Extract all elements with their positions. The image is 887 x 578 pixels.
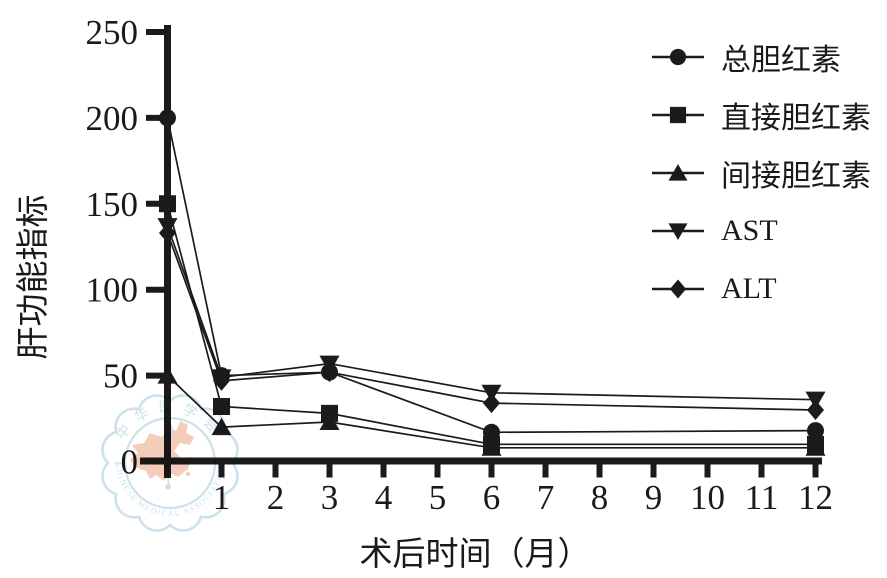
x-tick-label: 12 — [798, 478, 833, 517]
x-tick-label: 1 — [213, 478, 231, 517]
legend-item-indirect-bilirubin: 间接胆红素 — [650, 144, 871, 202]
legend-square-icon — [652, 106, 704, 124]
legend-label: AST — [721, 214, 778, 247]
x-tick-label: 2 — [267, 478, 285, 517]
x-tick-label: 11 — [745, 478, 779, 517]
legend-circle-icon — [652, 48, 704, 66]
svg-text:✳: ✳ — [113, 459, 121, 469]
chart-legend: 总胆红素直接胆红素间接胆红素 AST ALT — [650, 28, 871, 318]
x-tick-label: 7 — [537, 478, 555, 517]
legend-triangle-down-icon — [652, 223, 704, 241]
x-axis-title: 术后时间（月） — [359, 537, 591, 573]
x-tick-label: 3 — [321, 478, 339, 517]
legend-item-total-bilirubin: 总胆红素 — [650, 28, 871, 86]
legend-label: 总胆红素 — [721, 44, 841, 77]
series-alt — [159, 223, 824, 420]
y-tick-label: 100 — [86, 271, 139, 310]
legend-item-direct-bilirubin: 直接胆红素 — [650, 86, 871, 144]
x-tick-label: 9 — [645, 478, 663, 517]
y-tick-label: 250 — [86, 13, 139, 52]
x-axis-ticks: 1 2 3 4 5 6 7 8 9 10 11 12 — [213, 461, 833, 517]
x-tick-label: 4 — [375, 478, 393, 517]
legend-item-alt: ALT — [650, 260, 871, 318]
china-map-watermark — [130, 421, 194, 481]
y-tick-label: 150 — [86, 185, 139, 224]
legend-label: 间接胆红素 — [721, 160, 871, 193]
y-tick-label: 200 — [86, 99, 139, 138]
x-tick-label: 10 — [690, 478, 725, 517]
legend-diamond-icon — [652, 279, 704, 299]
legend-label: ALT — [721, 272, 777, 305]
svg-text:✳: ✳ — [219, 459, 227, 469]
y-axis-title: 肝功能指标 — [16, 194, 52, 360]
y-tick-label: 50 — [103, 357, 138, 396]
x-tick-label: 5 — [429, 478, 447, 517]
x-tick-label: 8 — [591, 478, 609, 517]
legend-triangle-up-icon — [652, 163, 704, 181]
legend-item-ast: AST — [650, 202, 871, 260]
legend-label: 直接胆红素 — [721, 102, 871, 135]
x-tick-label: 6 — [483, 478, 501, 517]
